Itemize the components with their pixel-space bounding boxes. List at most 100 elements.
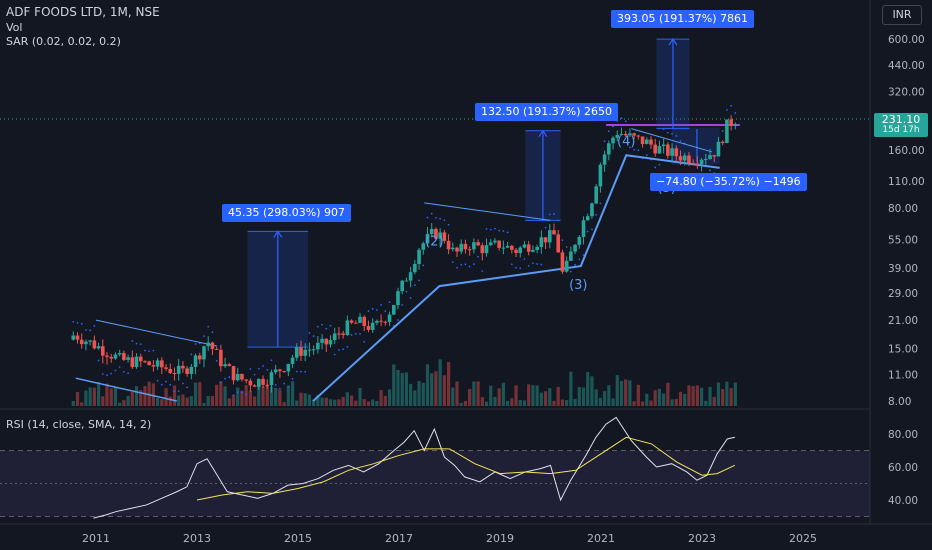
- volume-bar: [586, 372, 590, 406]
- candle-body: [691, 163, 695, 165]
- candle-body: [109, 356, 114, 359]
- volume-bar: [493, 396, 497, 406]
- measure-label-2019[interactable]: 132.50 (191.37%) 2650: [475, 103, 619, 121]
- sar-dot: [494, 227, 496, 230]
- candle-body: [678, 156, 683, 161]
- candle-body: [210, 342, 215, 349]
- measure-label-2013[interactable]: 45.35 (298.03%) 907: [222, 204, 352, 222]
- sar-dot: [477, 255, 479, 258]
- sar-dot: [624, 120, 627, 123]
- sar-dot: [603, 140, 606, 143]
- volume-bar: [624, 379, 628, 406]
- volume-bar: [139, 390, 143, 406]
- candle-body: [206, 342, 211, 347]
- candle-body: [172, 373, 177, 375]
- volume-bar: [109, 388, 113, 406]
- measure-2013-arrowhead: [273, 230, 283, 238]
- volume-bar: [480, 397, 484, 406]
- candle-body: [303, 349, 308, 356]
- sar-dot: [553, 213, 555, 215]
- volume-bar: [126, 395, 130, 406]
- sar-dot: [548, 213, 551, 216]
- candle-body: [552, 230, 556, 235]
- volume-bar: [417, 381, 421, 406]
- sar-dot: [211, 331, 214, 334]
- time-axis-tick: 2021: [587, 532, 615, 545]
- volume-bar: [261, 386, 265, 406]
- candle-body: [556, 234, 561, 253]
- measure-label-down[interactable]: −74.80 (−35.72%) −1496: [650, 173, 807, 191]
- sar-dot: [321, 323, 323, 326]
- volume-bar: [645, 393, 649, 406]
- volume-bar: [278, 389, 282, 406]
- price-axis-tick: 55.00: [888, 234, 918, 246]
- volume-bar: [341, 396, 345, 406]
- sar-dot: [160, 383, 163, 386]
- time-axis-tick: 2023: [688, 532, 716, 545]
- channel-line-2022: [631, 128, 713, 153]
- last-price-tag: 231.10 15d 17h: [874, 113, 928, 137]
- volume-bar: [560, 399, 565, 406]
- candle-body: [733, 124, 738, 126]
- sar-dot: [709, 169, 711, 172]
- sar-dot: [249, 368, 252, 370]
- volume-bar: [396, 369, 400, 406]
- volume-bar: [227, 398, 231, 406]
- candle-body: [252, 385, 257, 387]
- volume-bar: [88, 387, 92, 406]
- volume-bar: [122, 400, 126, 406]
- candle-body: [531, 249, 535, 252]
- volume-bar: [434, 371, 438, 406]
- time-axis-tick: 2013: [183, 532, 211, 545]
- candle-body: [100, 346, 105, 356]
- volume-bar: [653, 390, 657, 406]
- sar-dot: [637, 149, 640, 152]
- candle-body: [320, 338, 324, 343]
- volume-bar: [160, 399, 164, 406]
- price-axis-tick: 39.00: [888, 263, 918, 275]
- candle-body: [497, 240, 501, 248]
- volume-bar: [442, 375, 446, 406]
- candle-body: [661, 144, 666, 147]
- measure-label-2021[interactable]: 393.05 (191.37%) 7861: [611, 10, 755, 28]
- wave-label-4: (4): [617, 135, 635, 150]
- volume-bar: [337, 399, 341, 406]
- candle-body: [636, 135, 641, 137]
- candle-body: [231, 366, 236, 381]
- elliott-wave-line: [312, 154, 720, 402]
- sar-dot: [236, 391, 239, 393]
- volume-bar: [476, 381, 480, 406]
- price-axis-tick: 320.00: [888, 87, 925, 99]
- candle-body: [362, 316, 367, 326]
- sar-dot: [645, 154, 648, 156]
- sar-dot: [266, 368, 269, 371]
- volume-bar: [130, 391, 134, 406]
- candle-body: [134, 356, 139, 368]
- volume-bar: [164, 388, 168, 406]
- candle-body: [649, 139, 653, 145]
- volume-bar: [134, 386, 139, 406]
- sar-dot: [401, 304, 404, 306]
- candle-body: [71, 335, 76, 340]
- sar-dot: [106, 374, 108, 377]
- candle-body: [341, 333, 345, 335]
- volume-bar: [510, 398, 514, 406]
- sar-dot: [283, 382, 286, 385]
- candle-body: [160, 360, 164, 368]
- candle-body: [623, 133, 628, 136]
- candle-body: [155, 360, 160, 367]
- currency-selector[interactable]: INR: [882, 5, 922, 25]
- volume-bar: [531, 385, 535, 406]
- volume-bar: [92, 387, 96, 406]
- volume-bar: [282, 402, 286, 406]
- sar-dot: [380, 303, 383, 306]
- sar-dot: [464, 263, 467, 266]
- volume-bar: [455, 381, 459, 406]
- candle-body: [484, 245, 489, 254]
- sar-dot: [203, 335, 205, 337]
- volume-bar: [333, 399, 337, 406]
- candle-body: [526, 244, 531, 252]
- volume-bar: [518, 400, 522, 406]
- volume-bar: [257, 385, 261, 406]
